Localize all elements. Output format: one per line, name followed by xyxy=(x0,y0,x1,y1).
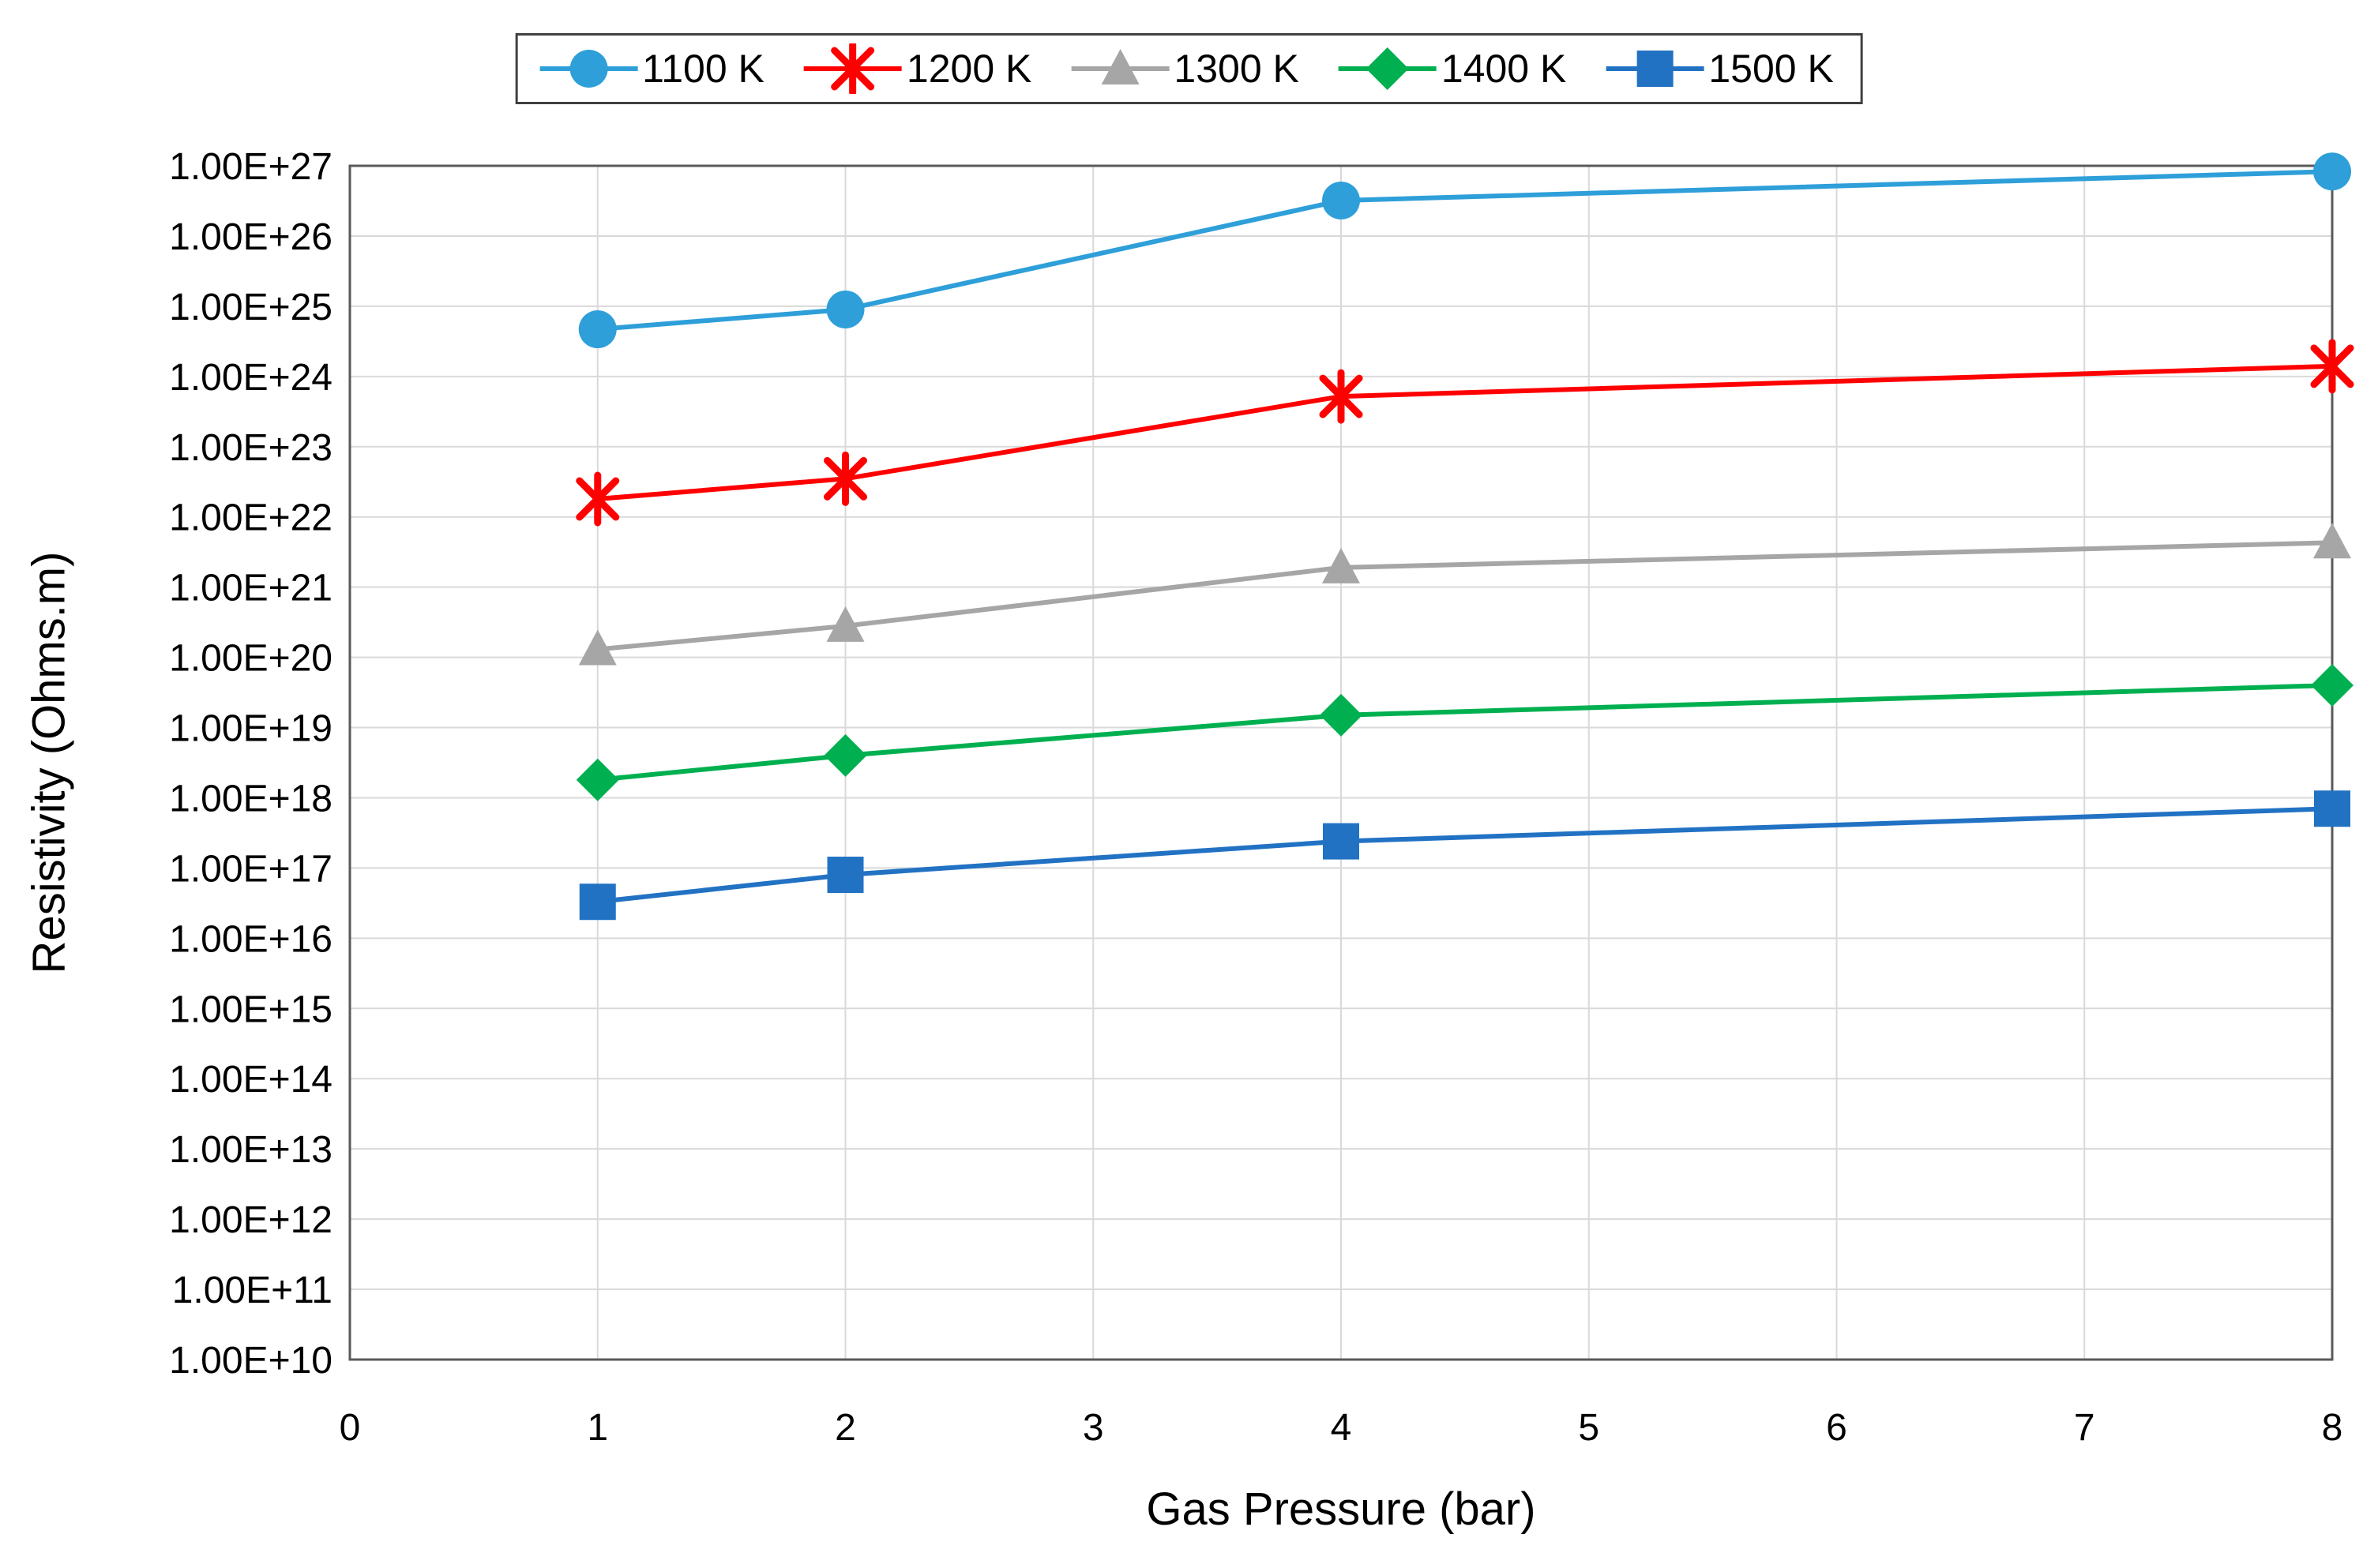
data-point-marker xyxy=(831,43,875,94)
asterisk-legend-marker-icon xyxy=(803,43,902,94)
data-point-marker xyxy=(1101,49,1140,84)
data-point-marker xyxy=(826,290,865,328)
data-point-marker xyxy=(2311,663,2354,707)
series-1500-K xyxy=(579,790,2350,921)
y-tick-label: 1.00E+25 xyxy=(169,287,332,328)
y-tick-label: 1.00E+10 xyxy=(169,1340,332,1382)
x-tick-label: 0 xyxy=(340,1407,361,1449)
legend-item-1200-K: 1200 K xyxy=(801,43,1031,94)
x-tick-label: 1 xyxy=(587,1407,608,1449)
data-point-marker xyxy=(2313,523,2351,559)
data-point-marker xyxy=(824,733,867,777)
data-point-marker xyxy=(2313,152,2351,191)
legend-item-1400-K: 1400 K xyxy=(1336,43,1566,94)
plot-border xyxy=(348,164,2334,1361)
y-tick-label: 1.00E+19 xyxy=(169,708,332,750)
data-point-marker xyxy=(1366,47,1409,90)
y-tick-label: 1.00E+15 xyxy=(169,988,332,1030)
data-point-marker xyxy=(824,451,867,506)
legend-label: 1200 K xyxy=(906,47,1032,91)
series-1400-K xyxy=(576,663,2354,801)
y-tick-label: 1.00E+27 xyxy=(169,146,332,188)
x-tick-label: 3 xyxy=(1083,1407,1104,1449)
data-point-marker xyxy=(1322,182,1360,220)
data-point-marker xyxy=(579,883,616,921)
series-line xyxy=(597,169,2333,332)
data-point-marker xyxy=(827,857,864,894)
y-tick-label: 1.00E+26 xyxy=(169,216,332,258)
y-tick-label: 1.00E+20 xyxy=(169,638,332,680)
legend-label: 1300 K xyxy=(1174,47,1299,91)
y-tick-label: 1.00E+22 xyxy=(169,497,332,539)
data-point-marker xyxy=(2310,339,2354,394)
data-point-marker xyxy=(826,606,865,642)
x-tick-label: 6 xyxy=(1826,1407,1847,1449)
legend-item-1500-K: 1500 K xyxy=(1602,43,1834,94)
x-tick-label: 8 xyxy=(2322,1407,2343,1449)
square-legend-marker-icon xyxy=(1606,51,1704,87)
data-point-marker xyxy=(2314,790,2350,827)
y-axis-title: Resistivity (Ohms.m) xyxy=(23,551,75,974)
series-1200-K xyxy=(576,339,2354,527)
diamond-legend-marker-icon xyxy=(1338,47,1437,90)
legend-label: 1100 K xyxy=(642,47,764,91)
series-line xyxy=(597,540,2333,652)
series-1300-K xyxy=(578,523,2351,666)
legend: 1100 K 1200 K 1300 K 1400 K 1500 K xyxy=(515,33,1863,104)
series-1100-K xyxy=(578,152,2351,349)
data-point-marker xyxy=(1319,369,1363,424)
y-tick-label: 1.00E+12 xyxy=(169,1199,332,1241)
x-tick-label: 2 xyxy=(835,1407,856,1449)
data-point-marker xyxy=(576,758,619,801)
data-point-marker xyxy=(576,471,620,527)
y-tick-label: 1.00E+11 xyxy=(172,1270,332,1311)
y-tick-label: 1.00E+23 xyxy=(169,427,332,469)
circle-legend-marker-icon xyxy=(539,50,638,88)
x-tick-label: 5 xyxy=(1578,1407,1599,1449)
legend-item-1300-K: 1300 K xyxy=(1068,43,1299,94)
legend-label: 1500 K xyxy=(1708,47,1834,91)
y-tick-label: 1.00E+17 xyxy=(169,848,332,890)
y-tick-label: 1.00E+16 xyxy=(169,918,332,960)
series-line xyxy=(597,806,2333,905)
y-tick-label: 1.00E+21 xyxy=(169,568,332,610)
x-axis-title: Gas Pressure (bar) xyxy=(1146,1484,1536,1535)
data-point-marker xyxy=(1320,693,1362,737)
x-tick-label: 4 xyxy=(1331,1407,1352,1449)
series-line xyxy=(597,363,2333,501)
data-point-marker xyxy=(578,629,617,666)
triangle-legend-marker-icon xyxy=(1071,49,1170,84)
legend-item-1100-K: 1100 K xyxy=(536,43,764,94)
data-point-marker xyxy=(578,310,617,349)
legend-label: 1400 K xyxy=(1441,47,1567,91)
data-point-marker xyxy=(1322,547,1360,583)
y-tick-label: 1.00E+18 xyxy=(169,778,332,820)
y-tick-label: 1.00E+13 xyxy=(169,1129,332,1171)
y-tick-label: 1.00E+14 xyxy=(169,1059,332,1101)
data-point-marker xyxy=(1636,51,1674,87)
series-line xyxy=(597,682,2333,782)
data-point-marker xyxy=(569,50,608,88)
data-point-marker xyxy=(1323,823,1359,860)
y-tick-label: 1.00E+24 xyxy=(169,357,332,399)
x-tick-label: 7 xyxy=(2074,1407,2095,1449)
